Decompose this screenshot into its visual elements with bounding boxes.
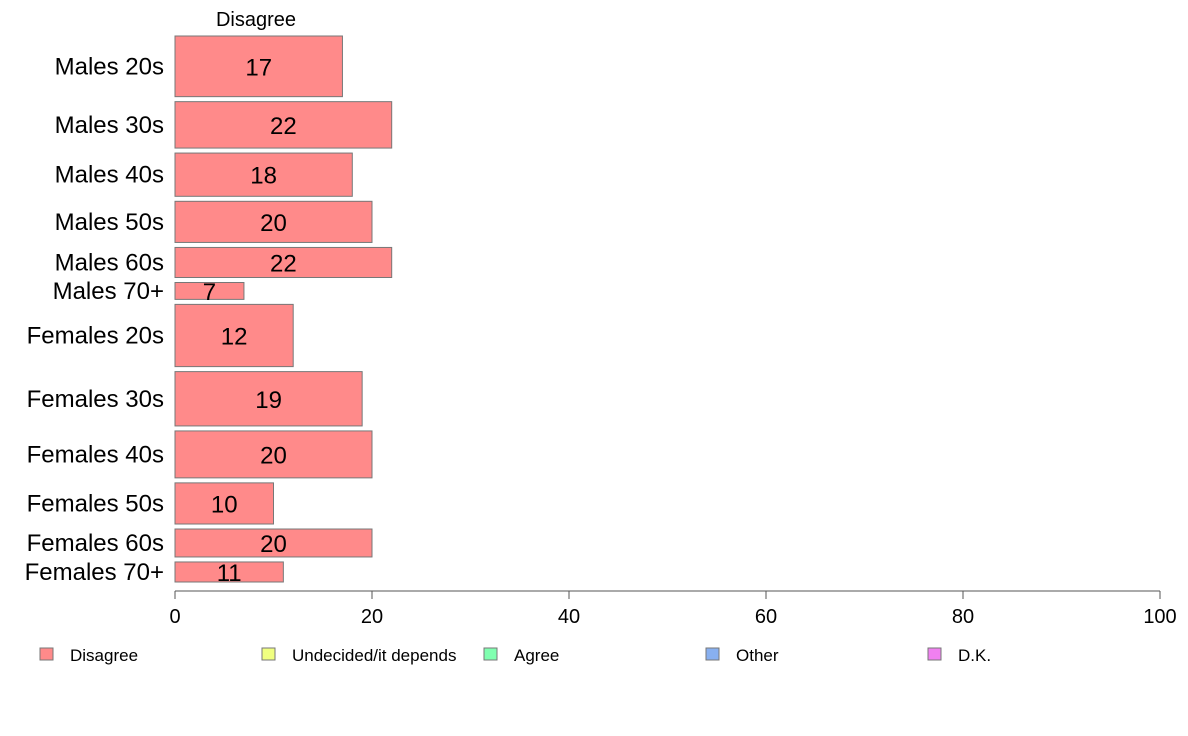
category-label-males-40s: Males 40s — [55, 162, 164, 189]
category-label-females-70: Females 70+ — [25, 559, 164, 586]
category-labels: Males 20s Males 30s Males 40s Males 50s Male… — [25, 53, 164, 586]
legend-label-agree: Agree — [514, 646, 559, 665]
bar-disagree-males-20s — [174, 35, 343, 98]
category-label-females-20s: Females 20s — [27, 322, 164, 349]
legend-swatch-agree — [483, 647, 498, 661]
legend-item-disagree: Disagree — [39, 646, 138, 665]
bar-disagree-females-60s — [174, 528, 373, 558]
legend-item-agree: Agree — [483, 646, 559, 665]
data-label-disagree-females-30s: 19 — [255, 387, 282, 414]
legend-swatch-disagree — [39, 647, 54, 661]
bar-disagree-males-50s — [174, 200, 373, 243]
data-label-disagree-males-20s: 17 — [245, 54, 272, 81]
legend-swatch-other — [705, 647, 720, 661]
data-label-disagree-males-50s: 20 — [260, 210, 287, 237]
legend-item-d-k: D.K. — [927, 646, 991, 665]
legend-label-other: Other — [736, 646, 779, 665]
legend-swatch-d-k — [927, 647, 942, 661]
bar-disagree-females-40s — [174, 430, 373, 479]
x-tick-label-40: 40 — [558, 606, 580, 628]
series-title: Disagree — [216, 9, 296, 31]
category-label-females-30s: Females 30s — [27, 386, 164, 413]
data-label-disagree-females-40s: 20 — [260, 442, 287, 469]
category-label-females-40s: Females 40s — [27, 441, 164, 468]
x-tick-label-0: 0 — [169, 606, 180, 628]
legend-swatch-undecided-it-depends — [261, 647, 276, 661]
bar-disagree-females-50s — [174, 482, 274, 525]
category-label-males-70: Males 70+ — [53, 278, 164, 305]
x-tick-label-60: 60 — [755, 606, 777, 628]
category-label-males-20s: Males 20s — [55, 53, 164, 80]
data-label-disagree-females-20s: 12 — [221, 323, 248, 350]
legend-label-disagree: Disagree — [70, 646, 138, 665]
legend-label-d-k: D.K. — [958, 646, 991, 665]
data-label-disagree-females-50s: 10 — [211, 491, 238, 518]
bar-disagree-females-70 — [174, 561, 284, 583]
bar-disagree-males-30s — [174, 101, 393, 149]
legend-item-other: Other — [705, 646, 779, 665]
bars-group: 17 22 18 20 22 712 19 20 10 20 11 — [174, 35, 393, 587]
x-tick-label-20: 20 — [361, 606, 383, 628]
x-axis: 0 20 40 60 80 100 — [169, 590, 1177, 628]
data-label-disagree-males-70: 7 — [203, 279, 216, 306]
category-label-males-30s: Males 30s — [55, 112, 164, 139]
bar-disagree-males-40s — [174, 152, 353, 197]
legend-item-undecided-it-depends: Undecided/it depends — [261, 646, 456, 665]
data-label-disagree-females-70: 11 — [217, 560, 242, 587]
x-tick-label-80: 80 — [952, 606, 974, 628]
x-tick-label-100: 100 — [1143, 606, 1176, 628]
data-label-disagree-females-60s: 20 — [260, 531, 287, 558]
category-label-females-60s: Females 60s — [27, 530, 164, 557]
bar-disagree-females-20s — [174, 303, 294, 368]
category-label-males-50s: Males 50s — [55, 209, 164, 236]
data-label-disagree-males-40s: 18 — [250, 163, 277, 190]
data-label-disagree-males-60s: 22 — [270, 250, 297, 277]
bar-disagree-females-30s — [174, 371, 363, 427]
category-label-females-50s: Females 50s — [27, 490, 164, 517]
bar-disagree-males-60s — [174, 246, 393, 279]
legend-label-undecided-it-depends: Undecided/it depends — [292, 646, 456, 665]
category-label-males-60s: Males 60s — [55, 249, 164, 276]
legend: Disagree Undecided/it depends Agree Other D.… — [39, 646, 991, 665]
bar-disagree-males-70 — [174, 282, 245, 300]
data-label-disagree-males-30s: 22 — [270, 113, 297, 140]
